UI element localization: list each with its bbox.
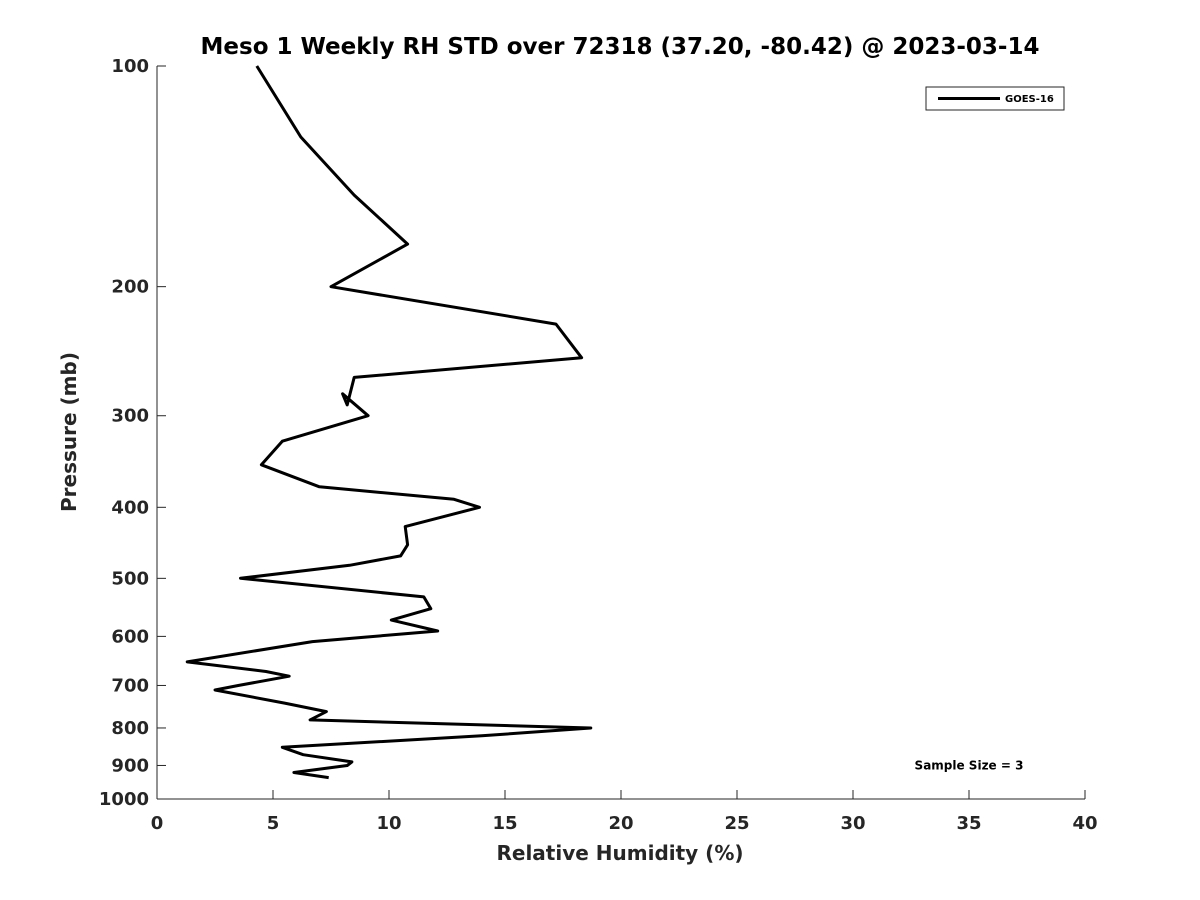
- x-tick-label: 0: [151, 813, 164, 834]
- x-tick-label: 35: [956, 813, 981, 834]
- sample-size-annotation: Sample Size = 3: [915, 758, 1024, 772]
- x-tick-label: 25: [724, 813, 749, 834]
- y-tick-label: 600: [111, 626, 149, 647]
- axes: 0 5 10 15 20 25 30 35 40 100 200 300 400 500 600 700 800…: [99, 56, 1098, 834]
- y-tick-label: 800: [111, 718, 149, 739]
- x-tick-label: 40: [1072, 813, 1097, 834]
- y-axis-label: Pressure (mb): [57, 352, 81, 512]
- annotation-layer: Sample Size = 3: [915, 758, 1024, 772]
- y-tick-label: 100: [111, 56, 149, 77]
- y-tick-label: 500: [111, 568, 149, 589]
- legend: GOES-16: [925, 86, 1065, 111]
- series-line-goes-16: [185, 65, 593, 780]
- x-tick-label: 15: [492, 813, 517, 834]
- x-tick-label: 30: [840, 813, 865, 834]
- chart-title: Meso 1 Weekly RH STD over 72318 (37.20, …: [201, 34, 1040, 60]
- x-axis-label: Relative Humidity (%): [496, 841, 743, 865]
- y-tick-label: 200: [111, 277, 149, 298]
- y-tick-label: 700: [111, 675, 149, 696]
- y-tick-label: 300: [111, 406, 149, 427]
- series-layer: [185, 65, 593, 780]
- x-tick-label: 10: [376, 813, 401, 834]
- y-tick-label: 900: [111, 755, 149, 776]
- y-tick-label: 400: [111, 497, 149, 518]
- legend-entry-goes-16: GOES-16: [1005, 94, 1054, 105]
- y-tick-label: 1000: [99, 789, 149, 810]
- x-tick-label: 20: [608, 813, 633, 834]
- x-tick-label: 5: [267, 813, 280, 834]
